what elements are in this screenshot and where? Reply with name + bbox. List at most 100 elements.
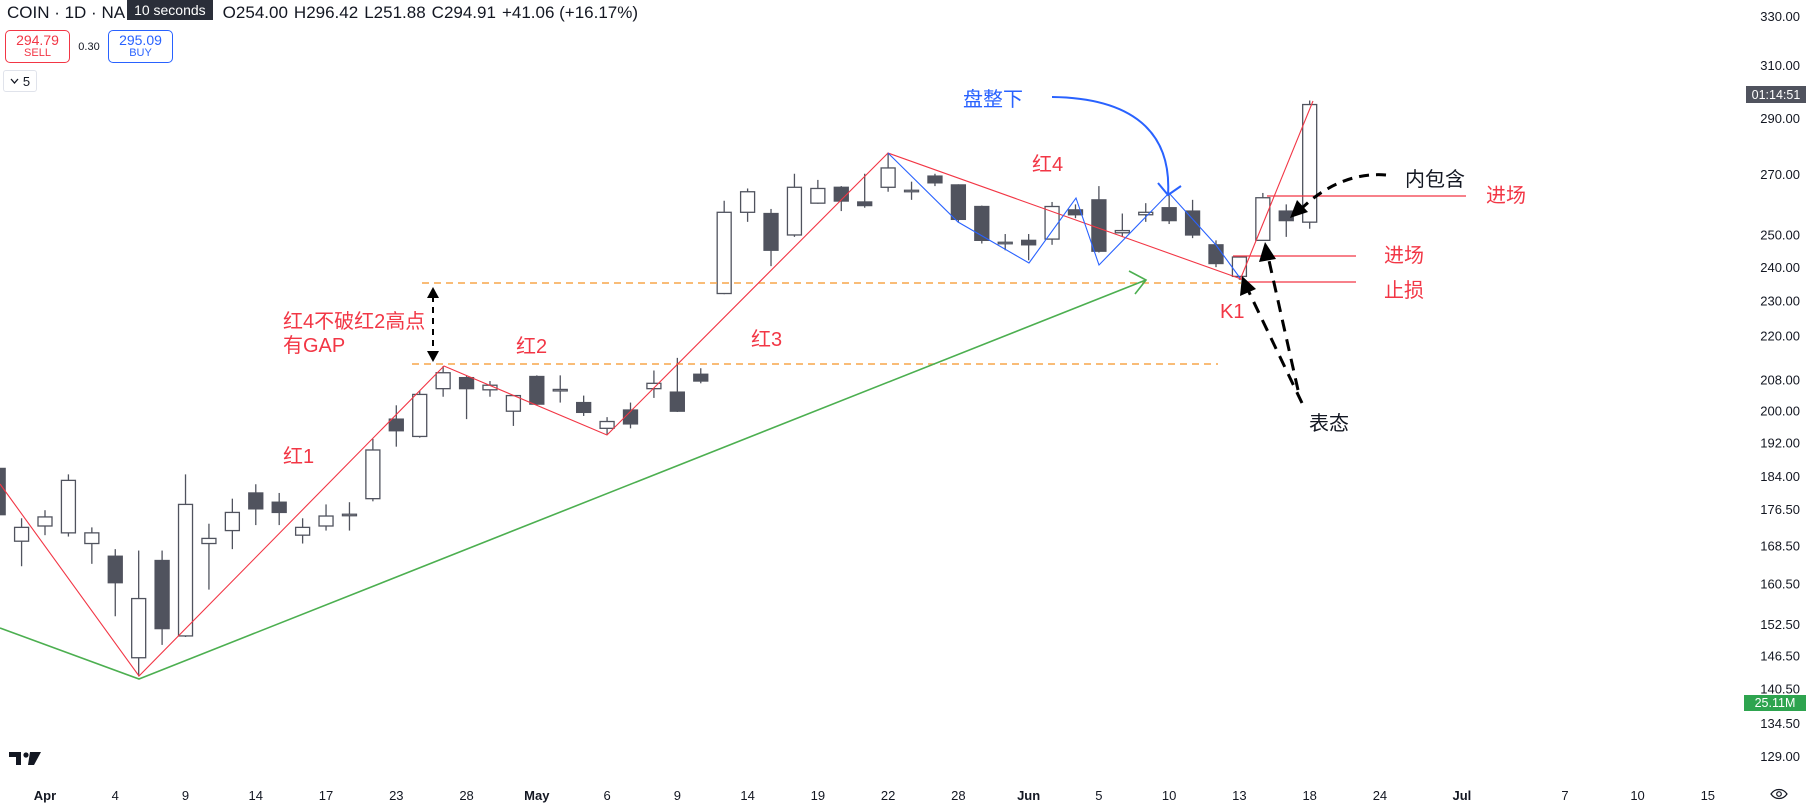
- candle-up: [435, 366, 451, 397]
- candle-body: [224, 511, 241, 532]
- price-tick-label: 220.00: [1760, 328, 1800, 343]
- candle-body: [576, 401, 592, 414]
- candle-down: [763, 208, 779, 267]
- candle-up: [294, 518, 311, 544]
- candle-body: [107, 555, 123, 584]
- red-breakout-leg: [1239, 100, 1314, 281]
- price-tick-label: 310.00: [1760, 58, 1800, 73]
- close-label: C: [431, 3, 444, 22]
- label-k1: K1: [1220, 301, 1244, 323]
- label-entry-lower: 进场: [1384, 244, 1424, 267]
- time-tick-label: 28: [951, 788, 965, 803]
- candle-body: [786, 186, 803, 236]
- sell-label: SELL: [24, 47, 51, 60]
- candle-down: [622, 402, 639, 429]
- candle-body: [435, 372, 451, 390]
- label-signal: 表态: [1309, 412, 1349, 435]
- candle-up: [739, 188, 756, 222]
- candle-body: [1231, 256, 1248, 278]
- candle-body: [529, 375, 545, 405]
- candle-body: [693, 373, 709, 382]
- indicators-toggle[interactable]: 5: [3, 70, 37, 92]
- candle-down: [1278, 204, 1294, 237]
- time-tick-label: 5: [1095, 788, 1102, 803]
- candle-up: [341, 502, 358, 531]
- candle-up: [552, 375, 568, 403]
- candles: [0, 100, 1318, 677]
- signal-arrow-1: [1246, 289, 1304, 404]
- time-tick-label: 6: [603, 788, 610, 803]
- symbol-header: COIN · 1D · NA 10 seconds O 254.00 H 296.4…: [7, 0, 638, 23]
- time-tick-label: 18: [1302, 788, 1316, 803]
- candle-body: [84, 532, 100, 545]
- bar-countdown: 01:14:51: [1746, 86, 1806, 103]
- tradingview-logo-icon[interactable]: [9, 750, 41, 766]
- buy-button[interactable]: 295.09 BUY: [108, 30, 173, 63]
- candle-up: [716, 200, 732, 295]
- candle-up: [646, 370, 662, 398]
- candle-body: [622, 409, 639, 425]
- candle-body: [365, 449, 381, 500]
- candle-down: [154, 550, 170, 645]
- price-tick-label: 290.00: [1760, 111, 1800, 126]
- red-swing-zigzag: [0, 152, 1245, 677]
- price-tick-label: 200.00: [1760, 403, 1800, 418]
- candle-down: [529, 375, 545, 405]
- candle-up: [1114, 213, 1130, 237]
- trade-panel: 294.79 SELL 0.30 295.09 BUY: [5, 30, 173, 63]
- candle-body: [1161, 207, 1177, 222]
- close-value: 294.91: [443, 3, 496, 22]
- time-tick-label: 9: [674, 788, 681, 803]
- inside-bar-arrow-head: [1290, 200, 1308, 218]
- label-red3: 红3: [751, 328, 782, 351]
- candle-up: [13, 518, 30, 567]
- label-stop-loss: 止损: [1384, 279, 1424, 302]
- candle-down: [248, 484, 264, 526]
- candle-down: [693, 368, 709, 384]
- candle-body: [1208, 244, 1224, 265]
- candle-down: [950, 184, 967, 222]
- signal-arrow-2: [1266, 255, 1300, 391]
- candle-up: [1138, 203, 1154, 222]
- candle-down: [458, 375, 475, 420]
- signal-arrow-1-head: [1240, 276, 1256, 296]
- price-tick-label: 184.00: [1760, 469, 1800, 484]
- candle-body: [599, 420, 615, 429]
- price-tick-label: 330.00: [1760, 9, 1800, 24]
- price-tick-label: 146.50: [1760, 649, 1800, 664]
- label-red1: 红1: [283, 445, 314, 468]
- buy-price: 295.09: [119, 32, 162, 49]
- candle-body: [997, 241, 1013, 245]
- time-tick-label: Jun: [1017, 788, 1040, 803]
- candle-body: [974, 205, 990, 242]
- candle-body: [412, 393, 428, 438]
- candle-body: [903, 189, 920, 193]
- drawings: [0, 96, 1466, 680]
- candle-body: [1302, 103, 1318, 223]
- candle-down: [388, 405, 404, 447]
- eye-settings-icon[interactable]: [1770, 787, 1788, 801]
- candle-up: [903, 181, 920, 200]
- candle-up: [60, 474, 77, 537]
- candle-body: [763, 212, 779, 251]
- time-tick-label: 19: [811, 788, 825, 803]
- symbol-title[interactable]: COIN · 1D · NA: [7, 3, 126, 22]
- candle-down: [1161, 195, 1177, 225]
- price-tick-label: 152.50: [1760, 617, 1800, 632]
- candle-body: [669, 391, 685, 412]
- time-axis[interactable]: Apr 4 9 14 17 23 28 May 6 9 14 19 22 28 Jun 5 10 13 18 24 Ju…: [34, 788, 1715, 803]
- label-red4: 红4: [1032, 153, 1063, 176]
- candle-body: [1020, 239, 1037, 246]
- high-value: 296.42: [306, 3, 359, 22]
- label-consolidation-down: 盘整下: [963, 88, 1023, 111]
- green-trendline-arrowhead: [1128, 270, 1148, 295]
- price-tick-label: 250.00: [1760, 228, 1800, 243]
- indicators-count: 5: [22, 73, 31, 89]
- candle-up: [412, 390, 428, 438]
- price-axis[interactable]: 330.00 310.00 290.00 270.00 250.00 240.00 230.…: [1760, 9, 1800, 764]
- gap-note-line1: 红4不破红2高点: [283, 310, 425, 333]
- time-tick-label: 10: [1162, 788, 1176, 803]
- sell-button[interactable]: 294.79 SELL: [5, 30, 70, 63]
- candle-body: [1255, 197, 1271, 242]
